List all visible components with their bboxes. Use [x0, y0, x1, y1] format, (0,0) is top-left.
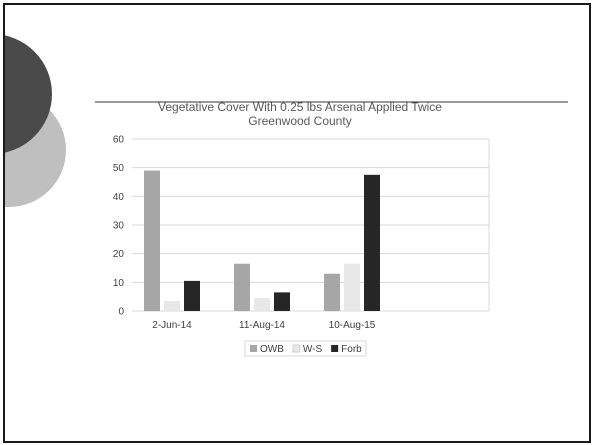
bar-owb-2: [234, 263, 250, 311]
bar-forb-1: [184, 280, 200, 311]
y-tick-label: 0: [118, 307, 124, 318]
legend-box: [244, 340, 367, 357]
y-tick-label: 10: [113, 278, 125, 289]
legend-label-w-s: W-S: [303, 344, 323, 355]
chart-title-line-1: Vegetative Cover With 0.25 lbs Arsenal A…: [158, 100, 442, 114]
bar-w-s-2: [254, 298, 270, 311]
y-tick-label: 30: [113, 221, 125, 232]
slide-decoration: [5, 35, 568, 207]
legend-swatch-owb: [250, 345, 257, 352]
bar-w-s-3: [344, 263, 360, 311]
y-tick-label: 60: [113, 135, 125, 146]
y-axis-ticks: 0 10 20 30 40 50 60: [113, 135, 125, 318]
bar-owb-1: [144, 170, 160, 311]
legend-swatch-forb: [331, 345, 339, 352]
x-tick-label: 11-Aug-14: [239, 320, 285, 331]
slide: Vegetative Cover With 0.25 lbs Arsenal A…: [3, 3, 591, 443]
y-tick-label: 50: [113, 163, 125, 174]
legend-label-owb: OWB: [260, 344, 284, 355]
legend: OWB W-S Forb: [244, 340, 367, 357]
y-tick-label: 40: [113, 192, 125, 203]
bar-chart: Vegetative Cover With 0.25 lbs Arsenal A…: [113, 100, 490, 357]
bar-forb-3: [364, 174, 380, 311]
legend-label-forb: Forb: [341, 344, 362, 355]
bars: [144, 170, 380, 311]
bar-owb-3: [324, 273, 340, 311]
chart-title-line-2: Greenwood County: [248, 114, 351, 128]
decor-circle-dark: [5, 35, 52, 153]
y-tick-label: 20: [113, 249, 125, 260]
x-tick-label: 2-Jun-14: [152, 320, 192, 331]
bar-w-s-1: [164, 300, 180, 311]
x-axis-ticks: 2-Jun-14 11-Aug-14 10-Aug-15: [152, 320, 376, 331]
legend-swatch-w-s: [292, 344, 301, 353]
x-tick-label: 10-Aug-15: [329, 320, 376, 331]
bar-forb-2: [274, 292, 290, 311]
